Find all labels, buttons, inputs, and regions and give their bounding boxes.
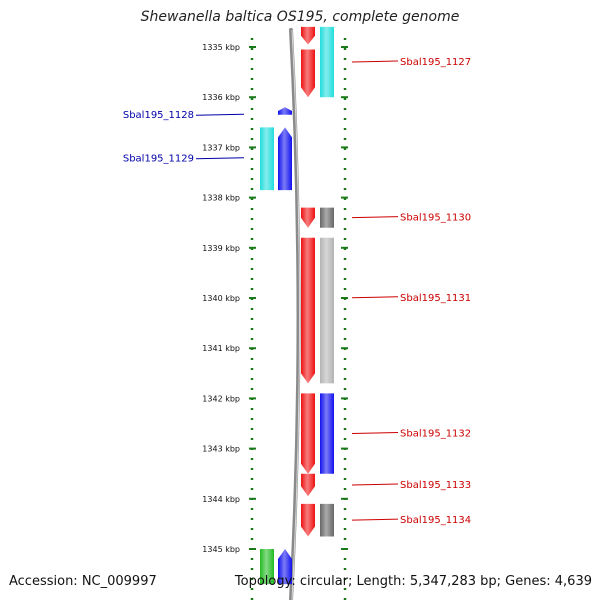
- gene-label[interactable]: Sbal195_1127: [400, 57, 471, 68]
- gene-feature-dark_gray: [320, 503, 334, 537]
- gene-label[interactable]: Sbal195_1131: [400, 293, 471, 304]
- gene-label[interactable]: Sbal195_1130: [400, 213, 471, 224]
- genome-summary-text: Topology: circular; Length: 5,347,283 bp…: [234, 574, 592, 589]
- gene-feature-blue: [320, 393, 334, 474]
- gene-feature-blue: [278, 127, 292, 191]
- gene-feature-red: [301, 49, 315, 98]
- gene-label[interactable]: Sbal195_1128: [123, 110, 194, 121]
- ruler: 1335 kbp 1336 kbp 1337 kbp 1338 kbp 1339 kbp…: [202, 38, 348, 600]
- gene-label-leader: [351, 60, 399, 63]
- backbone: [289, 28, 301, 600]
- accession-text: Accession: NC_009997: [9, 574, 157, 589]
- tick-label: 1339 kbp: [202, 244, 240, 253]
- gene-label[interactable]: Sbal195_1132: [400, 429, 471, 440]
- tick-label: 1342 kbp: [202, 394, 240, 403]
- tick-label: 1338 kbp: [202, 194, 240, 203]
- gene-feature-red: [301, 26, 315, 45]
- gene-feature-green: [260, 549, 274, 585]
- chromosome-backbone: [289, 28, 301, 600]
- gene-feature-red: [301, 237, 315, 384]
- gene-track: [260, 26, 334, 585]
- gene-feature-cyan: [260, 127, 274, 191]
- gene-label[interactable]: Sbal195_1133: [400, 480, 471, 491]
- gene-label-leader: [351, 518, 399, 521]
- gene-feature-light_gray: [320, 237, 334, 384]
- chromosome-backbone-highlight: [291, 29, 300, 600]
- tick-label: 1335 kbp: [202, 43, 240, 52]
- gene-label-leader: [195, 157, 245, 160]
- tick-label: 1336 kbp: [202, 93, 240, 102]
- gene-label[interactable]: Sbal195_1134: [400, 515, 471, 526]
- gene-feature-red: [301, 393, 315, 474]
- tick-label: 1341 kbp: [202, 344, 240, 353]
- gene-feature-blue: [278, 107, 292, 115]
- map-title: Shewanella baltica OS195, complete genom…: [140, 9, 460, 25]
- gene-feature-cyan: [320, 26, 334, 98]
- gene-label-leader: [351, 432, 399, 435]
- gene-label-leader: [351, 296, 399, 299]
- gene-label-leader: [351, 216, 399, 219]
- gene-feature-dark_gray: [320, 207, 334, 228]
- tick-label: 1337 kbp: [202, 143, 240, 152]
- tick-label: 1343 kbp: [202, 445, 240, 454]
- gene-label-leader: [195, 113, 245, 116]
- gene-labels: Sbal195_1127 Sbal195_1128 Sbal195_1129 Sbal…: [123, 57, 471, 526]
- gene-label-leader: [351, 483, 399, 486]
- gene-feature-blue: [278, 549, 292, 585]
- gene-feature-red: [301, 473, 315, 497]
- gene-feature-red: [301, 503, 315, 537]
- tick-label: 1344 kbp: [202, 495, 240, 504]
- tick-label: 1340 kbp: [202, 294, 240, 303]
- gene-label[interactable]: Sbal195_1129: [123, 154, 194, 165]
- gene-feature-red: [301, 207, 315, 228]
- tick-label: 1345 kbp: [202, 545, 240, 554]
